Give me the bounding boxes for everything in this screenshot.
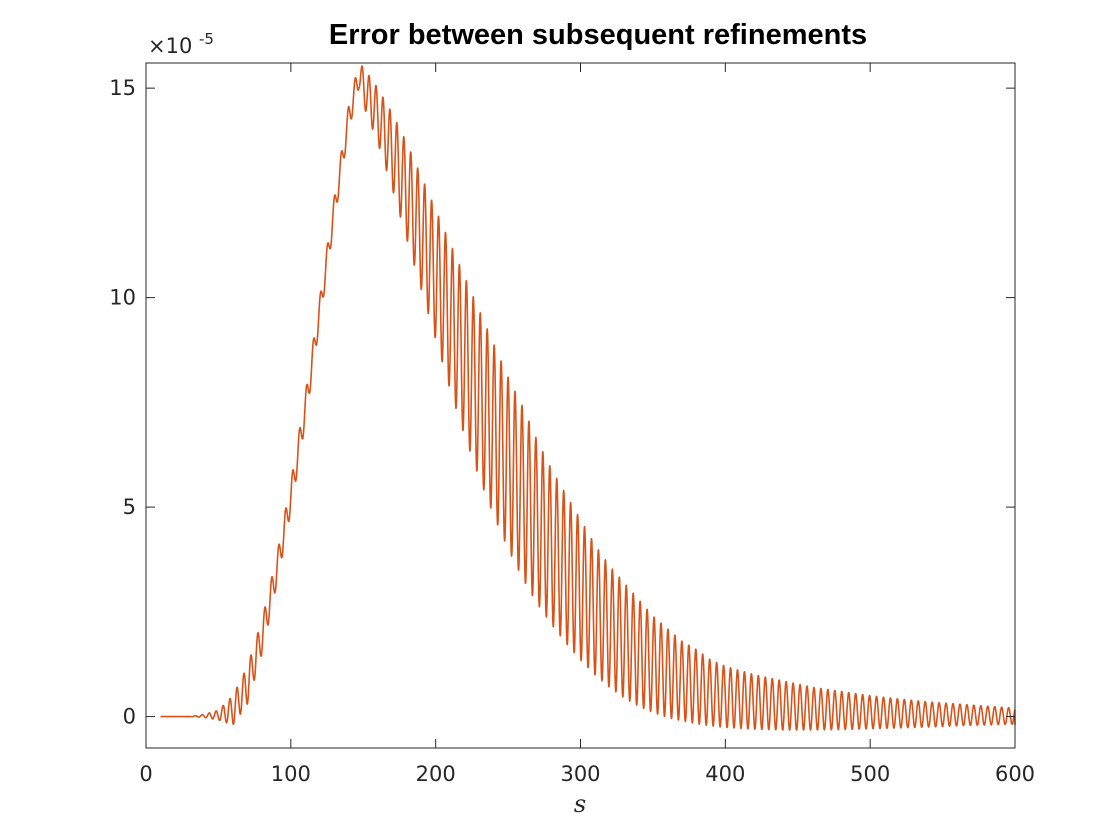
y-tick-label: 0: [123, 705, 136, 729]
y-tick-label: 15: [109, 76, 136, 100]
y-tick-label: 10: [109, 286, 136, 310]
plot-area: 0 100 200 300 400 500 600 0 5 10 15: [109, 62, 1035, 786]
y-axis-ticks: 0 5 10 15: [109, 76, 1015, 729]
x-axis-ticks: 0 100 200 300 400 500 600: [139, 63, 1035, 786]
series-line: [159, 65, 1016, 731]
x-tick-label: 500: [850, 762, 890, 786]
x-tick-label: 400: [705, 762, 745, 786]
x-axis-label: s: [574, 790, 586, 818]
x-tick-label: 0: [139, 762, 152, 786]
x-tick-label: 300: [560, 762, 600, 786]
chart-title: Error between subsequent refinements: [329, 19, 867, 51]
series-layer: [159, 65, 1016, 731]
y-exponent-label: ×10 -5: [148, 30, 214, 58]
x-tick-label: 200: [416, 762, 456, 786]
y-exponent-text: -5: [199, 30, 214, 48]
y-tick-label: 5: [123, 495, 136, 519]
y-multiplier-text: ×10: [148, 34, 192, 58]
x-tick-label: 100: [271, 762, 311, 786]
x-tick-label: 600: [995, 762, 1035, 786]
